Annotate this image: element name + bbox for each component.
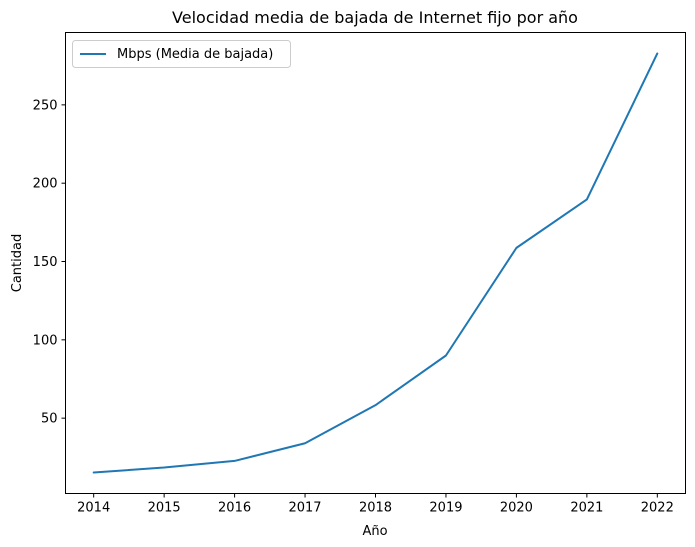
x-tick-label: 2020: [500, 501, 533, 516]
x-tick-label: 2016: [218, 501, 251, 516]
x-axis: 2014 2015 2016 2017 2018 2019 2020 2021 2022: [77, 493, 674, 516]
x-tick-label: 2015: [148, 501, 181, 516]
x-tick-label: 2022: [641, 501, 674, 516]
x-axis-label: Año: [362, 524, 387, 539]
y-tick-label: 200: [33, 177, 58, 192]
y-axis: 50 100 150 200 250: [33, 98, 66, 427]
y-tick-label: 100: [33, 333, 58, 348]
legend: Mbps (Media de bajada): [72, 40, 291, 68]
x-tick-label: 2021: [570, 501, 603, 516]
series-layer: [92, 52, 659, 474]
y-tick-label: 50: [41, 412, 58, 427]
legend-label-series-0: Mbps (Media de bajada): [117, 47, 273, 62]
plot-area: [65, 32, 686, 494]
x-tick-label: 2017: [288, 501, 321, 516]
series-line-0: [92, 52, 659, 474]
y-axis-label: Cantidad: [10, 234, 25, 292]
legend-box: [72, 40, 291, 68]
x-tick-label: 2014: [77, 501, 110, 516]
x-tick-label: 2019: [429, 501, 462, 516]
x-tick-label: 2018: [359, 501, 392, 516]
y-tick-label: 150: [33, 255, 58, 270]
chart-title: Velocidad media de bajada de Internet fi…: [172, 8, 578, 27]
y-tick-label: 250: [33, 98, 58, 113]
